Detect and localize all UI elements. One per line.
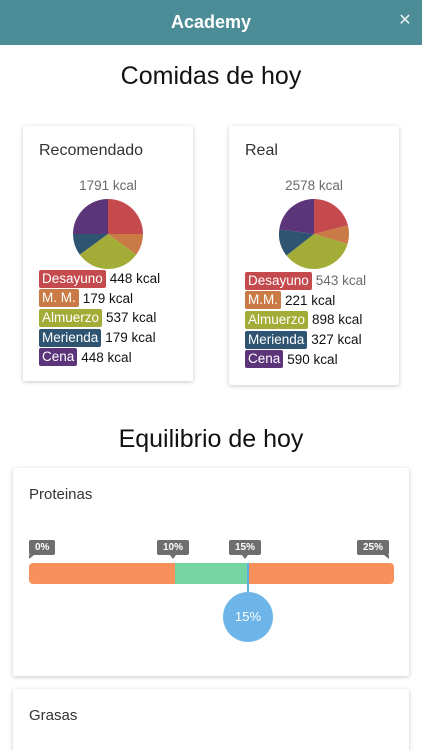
meal-value: 543 kcal — [315, 273, 367, 289]
meal-tag-desayuno: Desayuno — [39, 269, 106, 288]
current-value-needle — [247, 563, 249, 609]
meal-value: 179 kcal — [105, 330, 156, 346]
meal-value: 898 kcal — [312, 312, 363, 328]
scale-label-25: 25% — [357, 540, 390, 559]
scale-label-10: 10% — [157, 540, 190, 559]
recommended-pie-chart — [73, 199, 143, 269]
real-card: Real 2578 kcal Desayuno 543 kcal M.M. 22… — [229, 126, 399, 385]
meal-tag-almuerzo: Almuerzo — [39, 308, 103, 327]
recommended-range — [175, 563, 248, 584]
meal-value: 537 kcal — [106, 310, 157, 326]
close-icon[interactable]: ✕ — [398, 12, 412, 29]
legend-item: Almuerzo 898 kcal — [245, 310, 366, 330]
pie-slice-merienda — [279, 229, 314, 256]
app-header: Academy ✕ — [0, 0, 422, 45]
legend-item: Desayuno 448 kcal — [39, 269, 160, 289]
real-legend: Desayuno 543 kcal M.M. 221 kcal Almuerzo… — [245, 271, 366, 369]
legend-item: Cena 590 kcal — [245, 349, 366, 369]
meal-value: 590 kcal — [287, 351, 338, 367]
card-title: Recomendado — [39, 142, 144, 159]
fats-card: Grasas — [13, 689, 409, 750]
pie-slice-cena — [279, 199, 314, 234]
balance-heading: Equilibrio de hoy — [118, 425, 304, 453]
meal-value: 448 kcal — [81, 349, 132, 365]
meal-tag-almuerzo: Almuerzo — [245, 310, 309, 329]
pie-slice-almuerzo — [79, 234, 137, 269]
meal-tag-desayuno: Desayuno — [245, 271, 312, 290]
legend-item: Almuerzo 537 kcal — [39, 308, 160, 328]
legend-item: Cena 448 kcal — [39, 347, 160, 367]
pie-slice-mm — [108, 234, 143, 255]
meal-value: 448 kcal — [109, 271, 161, 287]
recommended-legend: Desayuno 448 kcal M. M. 179 kcal Almuerz… — [39, 269, 160, 367]
meal-tag-cena: Cena — [245, 350, 284, 369]
protein-range-bar — [29, 563, 394, 584]
legend-item: Desayuno 543 kcal — [245, 271, 366, 291]
total-kcal: 2578 kcal — [285, 178, 343, 193]
meal-tag-cena: Cena — [39, 348, 78, 367]
card-title: Real — [245, 142, 278, 159]
meal-tag-mm: M.M. — [245, 291, 281, 310]
legend-item: Merienda 179 kcal — [39, 328, 160, 348]
legend-item: M. M. 179 kcal — [39, 289, 160, 309]
meal-value: 327 kcal — [311, 332, 362, 348]
pie-slice-cena — [73, 199, 108, 235]
meal-tag-merienda: Merienda — [39, 328, 102, 347]
proteins-card: Proteinas 0% 10% 15% 25% 15% — [13, 468, 409, 676]
current-value-knob[interactable]: 15% — [223, 592, 273, 642]
pie-slice-desayuno — [314, 199, 348, 234]
meal-tag-merienda: Merienda — [245, 330, 308, 349]
recommended-card: Recomendado 1791 kcal Desayuno 448 kcal … — [23, 126, 193, 381]
meal-value: 179 kcal — [82, 290, 134, 306]
pie-slice-mm — [314, 225, 349, 245]
meal-value: 221 kcal — [285, 292, 336, 308]
legend-item: M.M. 221 kcal — [245, 291, 366, 311]
total-kcal: 1791 kcal — [79, 178, 137, 193]
meal-tag-mm: M. M. — [39, 289, 79, 308]
section-title: Proteinas — [29, 486, 93, 503]
meals-heading: Comidas de hoy — [120, 62, 302, 90]
legend-item: Merienda 327 kcal — [245, 330, 366, 350]
real-pie-chart — [279, 199, 349, 269]
pie-slice-merienda — [73, 234, 108, 255]
section-title: Grasas — [29, 707, 78, 724]
scale-label-15: 15% — [229, 540, 262, 559]
pie-slice-desayuno — [108, 199, 143, 235]
app-title: Academy — [170, 12, 252, 32]
pie-slice-almuerzo — [286, 234, 348, 269]
scale-label-0: 0% — [29, 540, 56, 559]
